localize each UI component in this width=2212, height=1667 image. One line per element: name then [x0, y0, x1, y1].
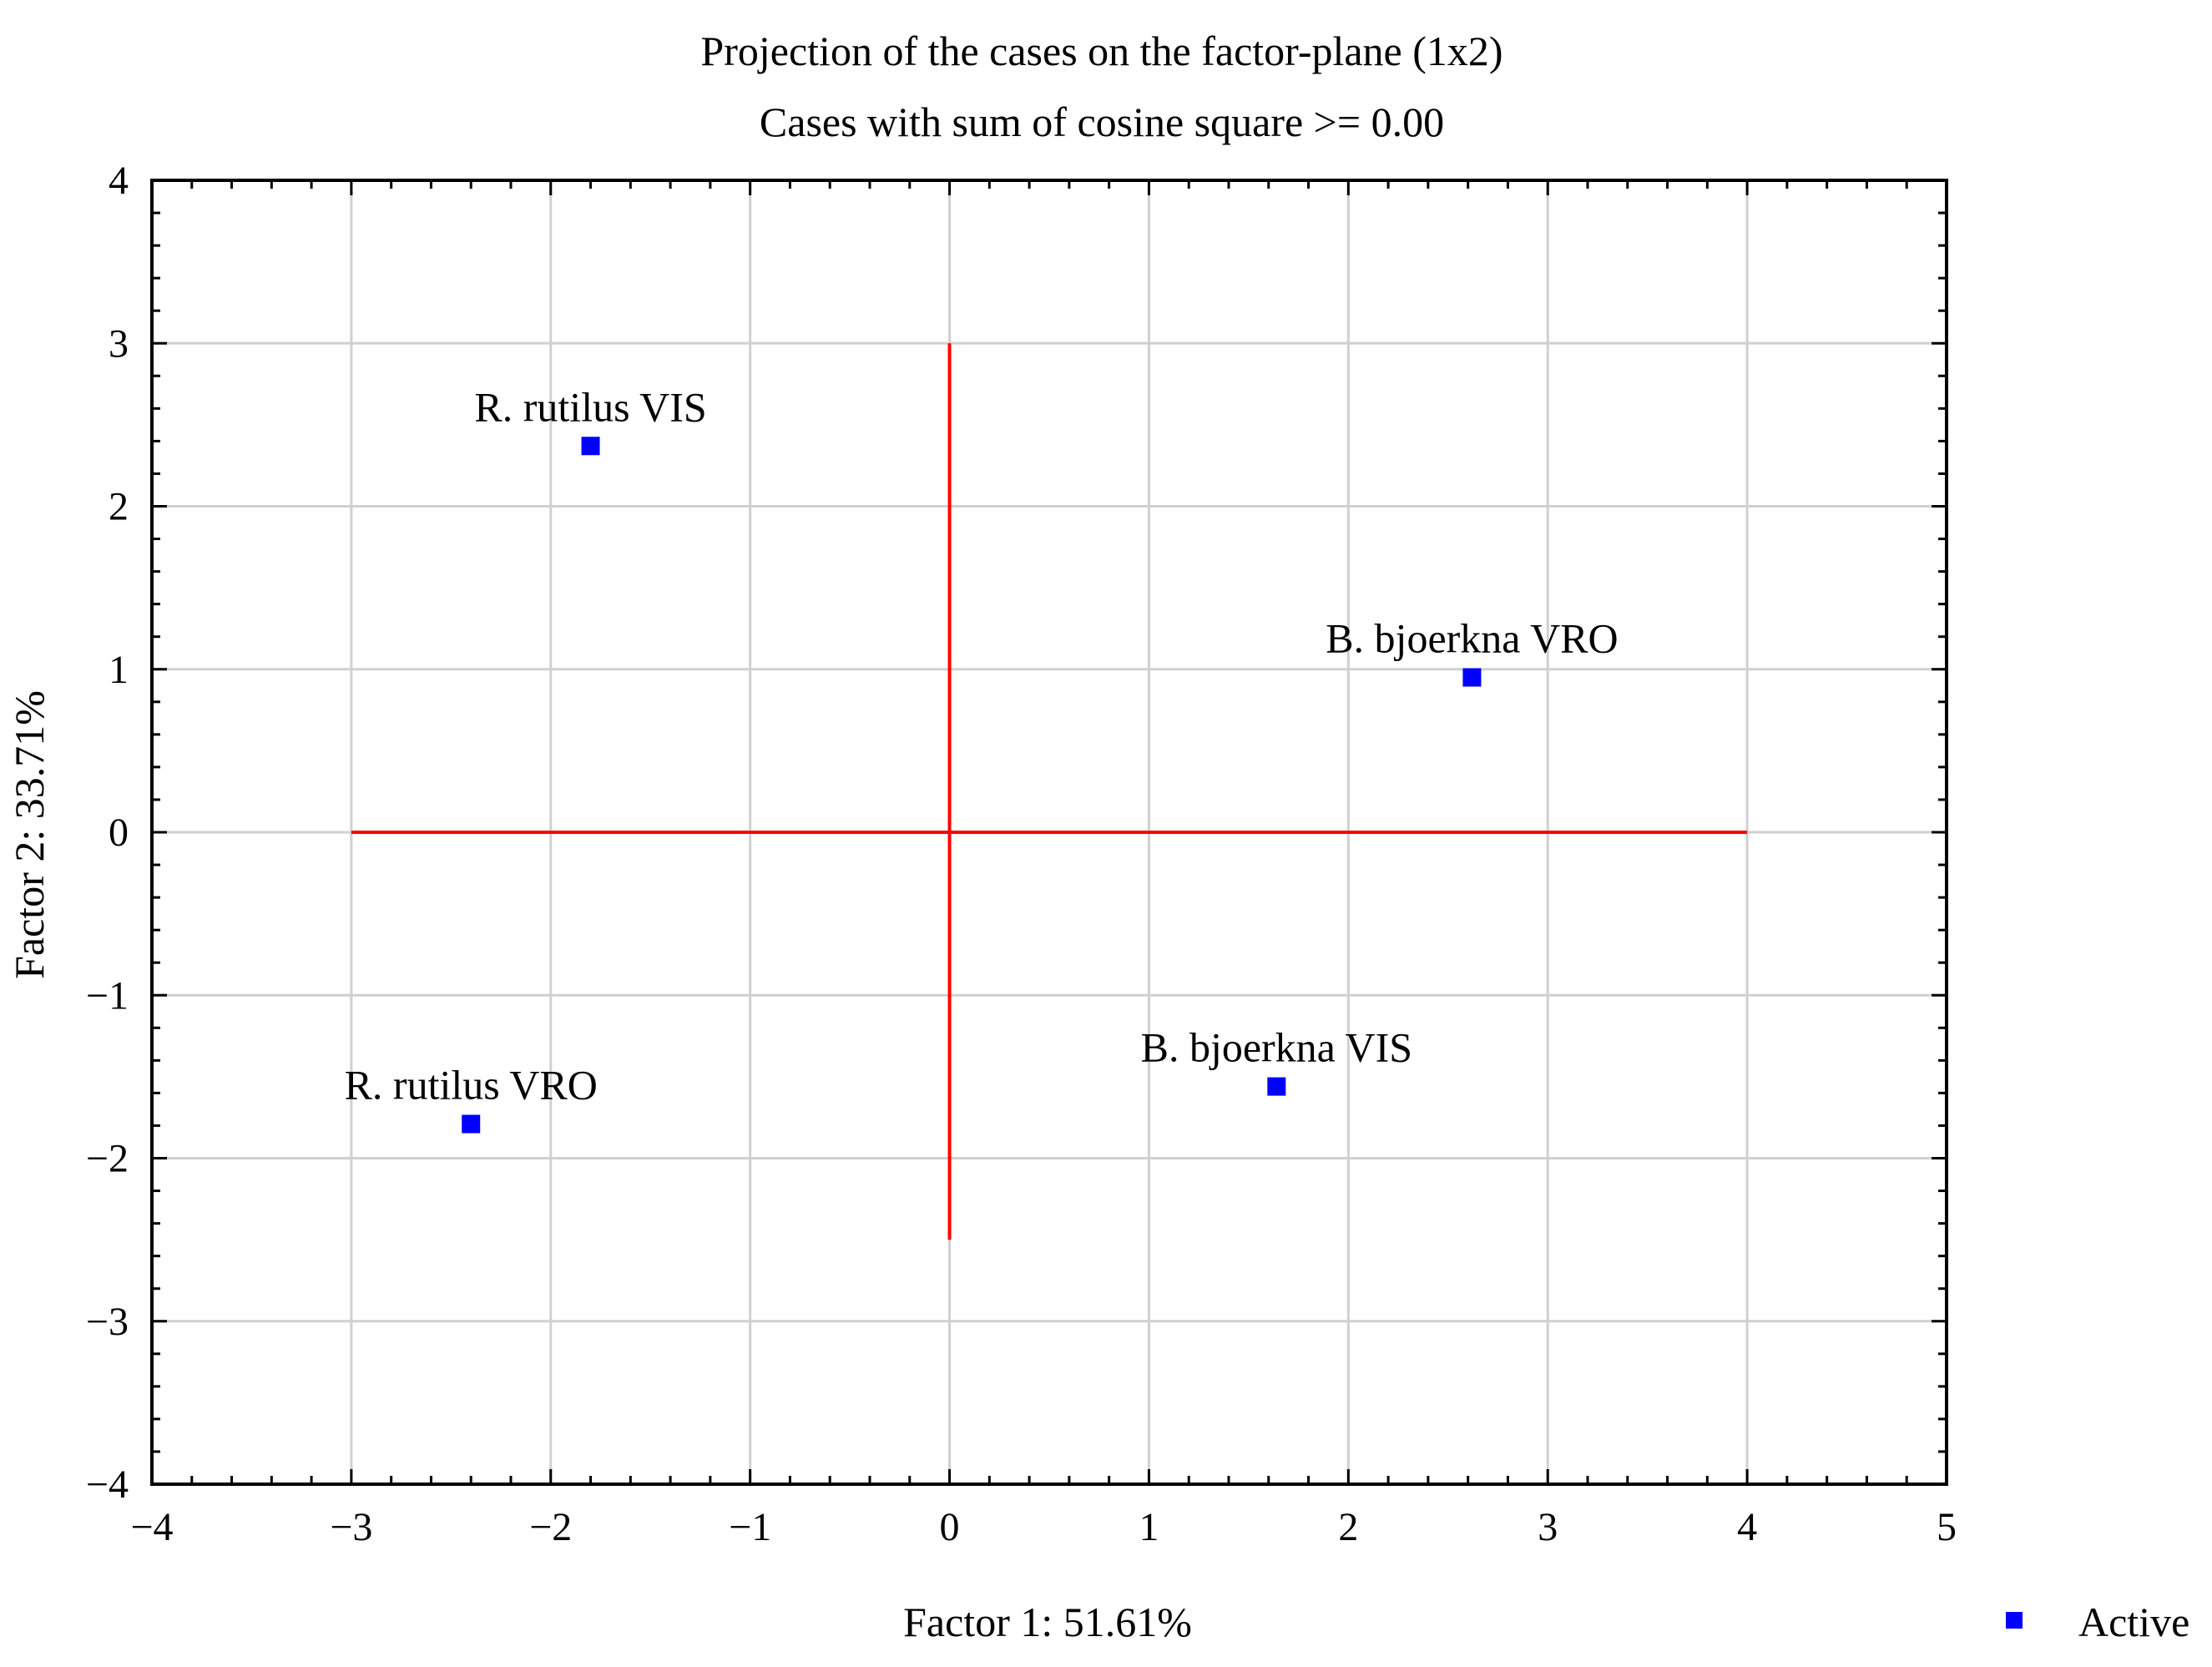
data-point-label: B. bjoerkna VIS — [1141, 1024, 1412, 1071]
x-tick-label: 3 — [1538, 1505, 1558, 1549]
data-point-label: R. rutilus VRO — [345, 1061, 598, 1108]
y-tick-label: 4 — [109, 159, 129, 203]
y-tick-label: 1 — [109, 648, 129, 692]
data-point-label: R. rutilus VIS — [474, 383, 706, 430]
data-point — [1267, 1077, 1286, 1096]
y-tick-label: −2 — [86, 1137, 129, 1181]
data-point — [462, 1114, 481, 1134]
y-tick-label: 2 — [109, 485, 129, 529]
legend: Active — [2006, 1599, 2189, 1645]
legend-label: Active — [2078, 1599, 2189, 1645]
legend-marker — [2006, 1612, 2023, 1629]
y-tick-label: −4 — [86, 1462, 129, 1507]
x-tick-label: 0 — [940, 1505, 960, 1549]
x-tick-label: −1 — [729, 1505, 771, 1549]
data-point — [581, 437, 600, 456]
chart-subtitle: Cases with sum of cosine square >= 0.00 — [760, 99, 1444, 145]
x-axis-label: Factor 1: 51.61% — [903, 1599, 1192, 1645]
y-tick-label: 3 — [109, 321, 129, 366]
x-tick-label: −2 — [529, 1505, 572, 1549]
data-point — [1462, 668, 1482, 687]
x-tick-label: −3 — [330, 1505, 372, 1549]
y-tick-label: −1 — [86, 973, 129, 1018]
data-point-label: B. bjoerkna VRO — [1326, 615, 1618, 662]
y-tick-label: −3 — [86, 1300, 129, 1344]
chart-title: Projection of the cases on the factor-pl… — [700, 28, 1502, 74]
x-tick-label: 2 — [1338, 1505, 1358, 1549]
x-tick-label: 1 — [1139, 1505, 1159, 1549]
y-axis-label: Factor 2: 33.71% — [6, 690, 53, 979]
x-tick-label: 5 — [1937, 1505, 1957, 1549]
data-points: R. rutilus VIS B. bjoerkna VRO B. bjoerkna… — [345, 383, 1619, 1134]
x-tick-label: −4 — [130, 1505, 173, 1549]
x-tick-label: 4 — [1737, 1505, 1757, 1549]
y-tick-label: 0 — [109, 811, 129, 855]
axis-ticks: −4 −3 −2 −1 0 1 2 3 4 5 −4 −3 −2 −1 0 1 2 3 4 — [86, 159, 1957, 1549]
reference-lines — [351, 343, 1748, 1240]
